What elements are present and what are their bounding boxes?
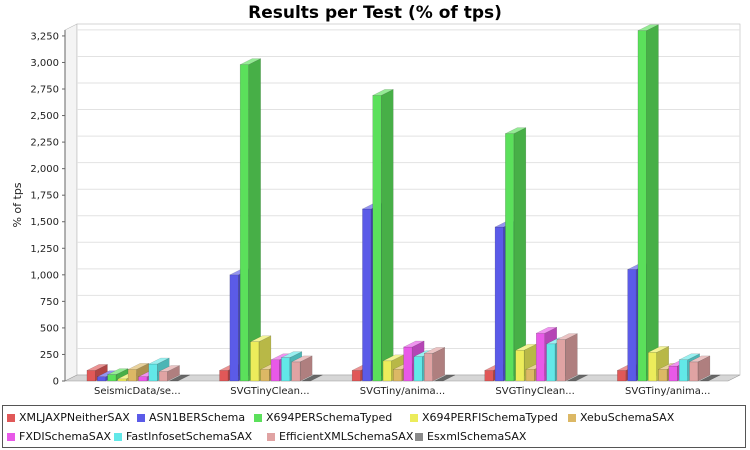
- legend-item: FXDISchemaSAX: [7, 430, 111, 443]
- y-tick-label: 1,000: [30, 270, 59, 281]
- legend-item: FastInfosetSchemaSAX: [114, 430, 252, 443]
- y-tick-label: 750: [40, 297, 59, 308]
- bar: [567, 374, 588, 382]
- legend-swatch: [568, 414, 576, 422]
- legend-label: ASN1BERSchema: [149, 411, 246, 424]
- bar: [107, 368, 129, 382]
- legend-swatch: [254, 414, 262, 422]
- legend-label: X694PERSchemaTyped: [266, 411, 393, 424]
- legend-label: X694PERFISchemaTyped: [422, 411, 558, 424]
- bar: [301, 374, 323, 382]
- legend-swatch: [7, 414, 15, 422]
- x-category-label: SVGTiny/anima...: [360, 386, 445, 397]
- bars: [86, 24, 721, 382]
- plot-side-wall: [64, 23, 78, 382]
- legend-item: XebuSchemaSAX: [568, 411, 674, 424]
- legend-label: EsxmlSchemaSAX: [427, 430, 527, 443]
- chart-title: Results per Test (% of tps): [248, 3, 502, 23]
- legend: XMLJAXPNeitherSAX ASN1BERSchema X694PERSch…: [2, 405, 746, 448]
- bar: [556, 333, 578, 382]
- legend-item: XMLJAXPNeitherSAX: [7, 411, 130, 424]
- legend-swatch: [267, 433, 275, 441]
- legend-label: EfficientXMLSchemaSAX: [279, 430, 414, 443]
- bar: [239, 58, 261, 382]
- chart: Results per Test (% of tps) % of tps 0 25…: [11, 3, 741, 397]
- x-category-label: SVGTinyClean...: [230, 386, 309, 397]
- y-tick-label: 2,250: [30, 138, 59, 149]
- bar: [372, 88, 394, 382]
- bar: [637, 24, 659, 382]
- bar: [689, 355, 711, 382]
- bar: [699, 374, 721, 382]
- y-tick-label: 1,750: [30, 191, 59, 202]
- y-tick-label: 3,000: [30, 58, 59, 69]
- x-axis-categories: SeismicData/se... SVGTinyClean... SVGTiny/…: [94, 386, 710, 397]
- bar: [434, 374, 456, 382]
- legend-swatch: [137, 414, 145, 422]
- bar: [158, 365, 180, 382]
- legend-swatch: [410, 414, 418, 422]
- y-tick-label: 500: [40, 323, 59, 334]
- bar: [505, 127, 527, 382]
- y-tick-label: 250: [40, 350, 59, 361]
- legend-item: EfficientXMLSchemaSAX: [267, 430, 413, 443]
- legend-label: FXDISchemaSAX: [19, 430, 112, 443]
- legend-item: X694PERFISchemaTyped: [410, 411, 558, 424]
- legend-label: FastInfosetSchemaSAX: [126, 430, 253, 443]
- x-category-label: SVGTinyClean...: [495, 386, 574, 397]
- bar: [291, 355, 313, 382]
- y-tick-label: 1,250: [30, 244, 59, 255]
- x-category-label: SeismicData/se...: [94, 386, 181, 397]
- legend-swatch: [7, 433, 15, 441]
- legend-item: X694PERSchemaTyped: [254, 411, 392, 424]
- bar: [424, 346, 445, 382]
- y-tick-label: 0: [53, 377, 59, 388]
- y-axis-label: % of tps: [11, 182, 24, 227]
- y-tick-label: 3,250: [30, 31, 59, 42]
- y-tick-label: 2,750: [30, 85, 59, 96]
- y-tick-label: 2,500: [30, 111, 59, 122]
- legend-label: XebuSchemaSAX: [580, 411, 675, 424]
- bar: [169, 374, 190, 382]
- y-tick-label: 1,500: [30, 217, 59, 228]
- legend-item: EsxmlSchemaSAX: [415, 430, 526, 443]
- legend-swatch: [114, 433, 122, 441]
- legend-swatch: [415, 433, 423, 441]
- y-axis-ticks: 0 250 500 750 1,000 1,250 1,500 1,750 2,000 2,250…: [30, 31, 65, 388]
- legend-item: ASN1BERSchema: [137, 411, 245, 424]
- legend-label: XMLJAXPNeitherSAX: [19, 411, 130, 424]
- x-category-label: SVGTiny/anima...: [625, 386, 710, 397]
- y-tick-label: 2,000: [30, 164, 59, 175]
